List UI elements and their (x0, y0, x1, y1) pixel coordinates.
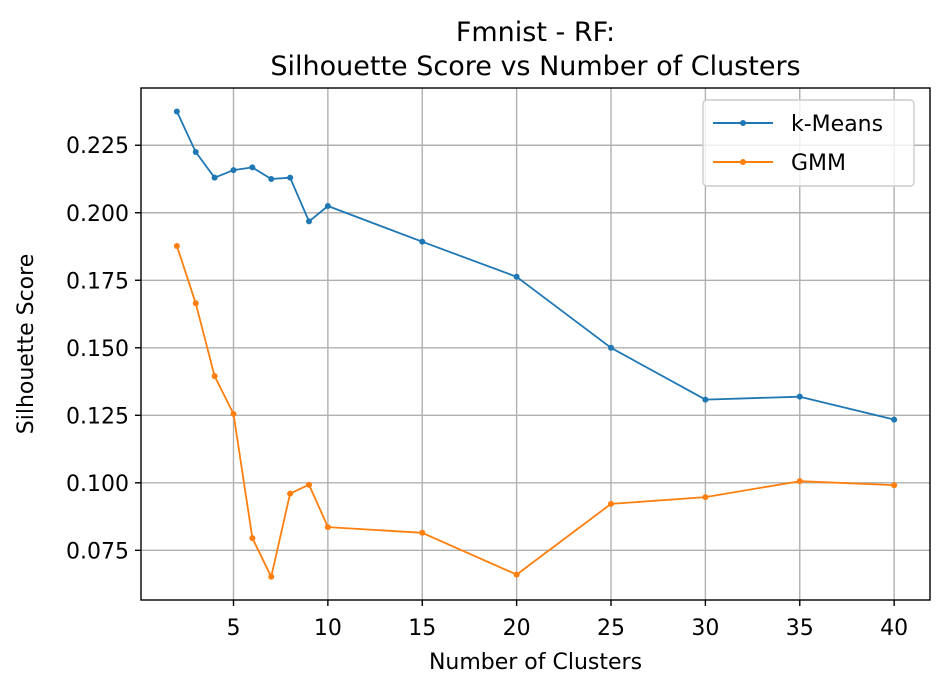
y-tick-label: 0.225 (66, 134, 129, 159)
x-tick-label: 10 (314, 616, 342, 641)
data-point (419, 529, 426, 536)
x-tick-label: 25 (597, 616, 625, 641)
legend-label-gmm: GMM (791, 151, 846, 176)
chart-title-line-1: Fmnist - RF: (456, 17, 615, 48)
y-tick-label: 0.175 (66, 269, 129, 294)
legend-marker-gmm (740, 159, 746, 165)
data-point (305, 218, 312, 225)
legend: k-Means GMM (702, 99, 915, 187)
data-point (211, 174, 218, 181)
data-point (891, 482, 898, 489)
x-tick-label: 20 (503, 616, 531, 641)
x-tick-label: 5 (226, 616, 240, 641)
legend-box (702, 99, 915, 187)
data-point (249, 535, 256, 542)
data-point (608, 344, 615, 351)
data-point (211, 373, 218, 380)
x-axis-label: Number of Clusters (429, 650, 642, 675)
data-point (513, 273, 520, 280)
x-tick-label: 30 (691, 616, 719, 641)
data-point (702, 494, 709, 501)
y-tick-label: 0.200 (66, 202, 129, 227)
legend-label-kmeans: k-Means (791, 112, 883, 137)
data-point (268, 176, 275, 183)
y-tick-label: 0.150 (66, 337, 129, 362)
data-point (702, 396, 709, 403)
data-point (287, 174, 294, 181)
plot-area (173, 108, 898, 580)
data-point (608, 500, 615, 507)
data-point (230, 167, 237, 174)
data-point (268, 573, 275, 580)
y-tick-label: 0.100 (66, 472, 129, 497)
data-point (173, 108, 180, 115)
axis-ticks: 5 10 15 20 25 30 35 40 0.075 0.100 0.125 0.150 0.175… (66, 134, 908, 641)
series-line-1 (176, 245, 895, 578)
data-point (796, 478, 803, 485)
data-point (230, 410, 237, 417)
data-point (192, 149, 199, 155)
data-point (192, 300, 199, 307)
data-point (249, 164, 256, 171)
data-point (324, 524, 331, 531)
data-point (173, 242, 180, 249)
data-point (287, 490, 294, 497)
y-tick-label: 0.125 (66, 404, 129, 429)
axes-frame (140, 87, 931, 601)
data-point (891, 416, 898, 423)
data-point (324, 203, 331, 210)
data-point (796, 393, 803, 400)
y-tick-label: 0.075 (66, 539, 129, 564)
x-tick-label: 40 (880, 616, 908, 641)
chart-title-line-2: Silhouette Score vs Number of Clusters (270, 51, 800, 82)
legend-marker-kmeans (740, 120, 746, 126)
data-point (305, 481, 312, 488)
y-axis-label: Silhouette Score (14, 254, 39, 434)
data-point (419, 238, 426, 245)
x-tick-label: 15 (408, 616, 436, 641)
x-tick-label: 35 (786, 616, 814, 641)
data-point (513, 571, 520, 578)
